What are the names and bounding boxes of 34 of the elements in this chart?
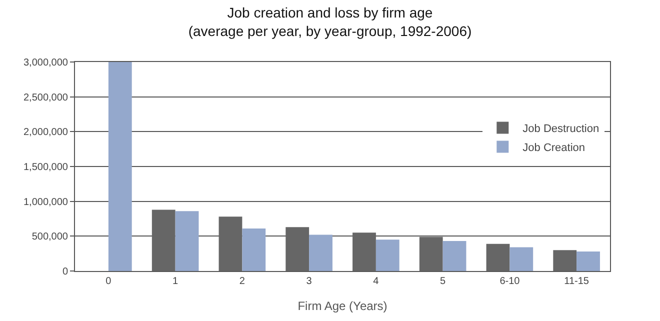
bar	[175, 211, 199, 271]
x-tick-label: 11-15	[564, 276, 590, 287]
x-tick-label: 1	[172, 276, 179, 287]
bar	[510, 247, 534, 271]
bar	[108, 62, 132, 271]
bar	[553, 250, 577, 271]
bar	[576, 251, 600, 271]
y-tick-label: 1,500,000	[24, 162, 68, 173]
y-tick-label: 500,000	[32, 232, 68, 243]
bar	[419, 236, 443, 271]
y-tick-label: 0	[62, 266, 68, 278]
chart-title: Job creation and loss by firm age (average per year, by year-group, 1992-2006)	[188, 4, 472, 39]
x-tick-label: 4	[373, 276, 380, 287]
bar	[309, 234, 332, 271]
x-axis-title: Firm Age (Years)	[298, 298, 388, 313]
x-tick-label: 6-10	[500, 276, 520, 287]
legend-label: Job Creation	[522, 142, 586, 154]
bar	[286, 227, 310, 271]
y-tick-label: 3,000,000	[24, 58, 68, 68]
bar	[352, 232, 376, 271]
bar	[152, 210, 176, 271]
x-tick-label: 3	[306, 276, 312, 287]
x-tick-label: 0	[106, 276, 112, 287]
y-tick-label: 2,000,000	[24, 127, 68, 138]
bar	[486, 244, 510, 271]
bar	[442, 241, 466, 271]
x-tick-label: 5	[440, 276, 446, 287]
bar	[218, 216, 242, 271]
x-tick-label: 2	[239, 276, 246, 287]
y-tick-label: 1,000,000	[24, 196, 68, 208]
y-tick-label: 2,500,000	[24, 92, 68, 104]
legend-label: Job Destruction	[522, 123, 600, 136]
bar	[376, 240, 400, 271]
bar	[242, 228, 266, 271]
